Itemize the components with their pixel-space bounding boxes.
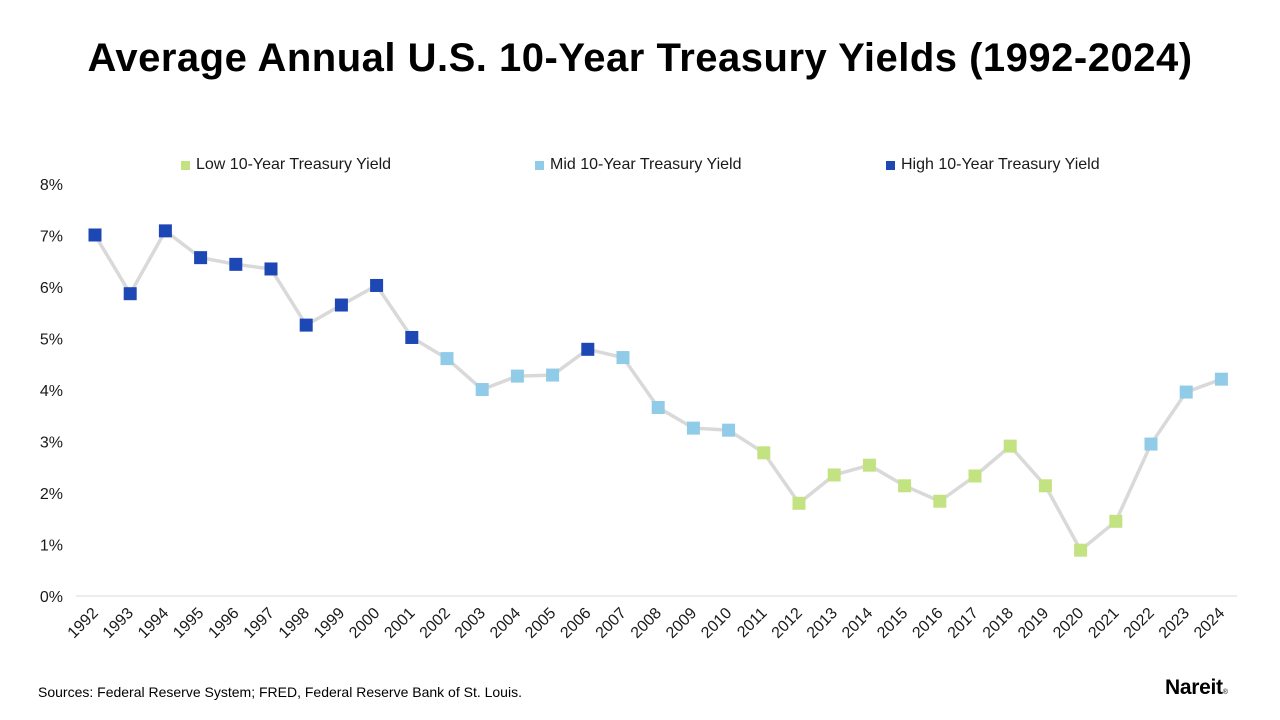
y-tick-label: 8% (40, 177, 63, 194)
data-point-2008 (651, 401, 665, 415)
x-tick-label: 2023 (1156, 605, 1193, 642)
legend-swatch-low (181, 160, 190, 170)
data-point-2013 (827, 468, 841, 482)
data-point-2014 (862, 458, 876, 472)
x-tick-label: 2008 (628, 605, 665, 642)
legend-label-low: Low 10-Year Treasury Yield (196, 156, 392, 173)
x-tick-label: 1993 (100, 605, 137, 642)
logo-registered-mark: ® (1222, 689, 1228, 696)
x-tick-label: 2011 (734, 605, 770, 641)
data-point-2005 (546, 368, 560, 382)
x-tick-label: 2010 (698, 605, 735, 642)
x-tick-label: 1998 (276, 605, 313, 642)
data-point-2003 (475, 382, 489, 396)
data-point-1993 (123, 287, 137, 301)
chart-legend: Low 10-Year Treasury Yield Mid 10-Year T… (0, 156, 1280, 178)
y-tick-label: 0% (40, 589, 63, 606)
x-tick-label: 2004 (487, 605, 524, 642)
data-point-2010 (722, 423, 736, 437)
x-tick-label: 2001 (381, 605, 418, 642)
x-tick-label: 1999 (311, 605, 348, 642)
x-tick-label: 2019 (1015, 605, 1052, 642)
data-point-2011 (757, 446, 771, 460)
x-tick-label: 2024 (1191, 605, 1228, 642)
x-tick-label: 1997 (241, 605, 278, 642)
x-tick-label: 2009 (663, 605, 700, 642)
x-tick-label: 2021 (1085, 605, 1122, 642)
x-tick-label: 1996 (205, 605, 242, 642)
nareit-logo: Nareit® (1165, 676, 1228, 700)
y-tick-label: 4% (40, 383, 63, 400)
y-tick-label: 2% (40, 486, 63, 503)
x-tick-label: 1992 (65, 605, 102, 642)
data-point-2023 (1179, 385, 1193, 399)
x-tick-label: 2003 (452, 605, 489, 642)
x-tick-label: 2005 (522, 605, 559, 642)
legend-swatch-high (886, 160, 895, 170)
legend-item-high: High 10-Year Treasury Yield (886, 156, 1100, 174)
x-tick-label: 2022 (1121, 605, 1158, 642)
x-tick-label: 2018 (980, 605, 1017, 642)
data-point-2018 (1003, 439, 1017, 453)
data-point-2012 (792, 496, 806, 510)
x-tick-label: 2016 (909, 605, 946, 642)
x-tick-label: 1995 (170, 605, 207, 642)
x-tick-label: 2015 (874, 605, 911, 642)
y-tick-label: 3% (40, 435, 63, 452)
data-point-2000 (370, 278, 384, 292)
y-tick-label: 6% (40, 280, 63, 297)
data-point-2021 (1109, 514, 1123, 528)
data-point-2007 (616, 351, 630, 365)
x-tick-label: 2013 (804, 605, 841, 642)
data-point-2009 (686, 421, 700, 435)
data-point-1995 (194, 251, 208, 265)
legend-label-mid: Mid 10-Year Treasury Yield (550, 156, 742, 173)
x-tick-label: 2006 (557, 605, 594, 642)
y-tick-label: 1% (40, 538, 63, 555)
logo-text: Nareit (1165, 676, 1223, 699)
x-tick-label: 2020 (1050, 605, 1087, 642)
data-point-2024 (1214, 372, 1228, 386)
source-note: Sources: Federal Reserve System; FRED, F… (38, 684, 522, 700)
data-point-2020 (1074, 543, 1088, 557)
data-point-2002 (440, 352, 454, 366)
x-tick-label: 1994 (135, 605, 172, 642)
x-tick-label: 2007 (593, 605, 630, 642)
x-tick-label: 2017 (945, 605, 982, 642)
chart-title: Average Annual U.S. 10-Year Treasury Yie… (87, 36, 1193, 80)
data-point-2001 (405, 330, 419, 344)
data-point-2016 (933, 494, 947, 508)
data-point-1997 (264, 262, 278, 276)
series-line (93, 229, 1223, 552)
x-tick-label: 2014 (839, 605, 876, 642)
legend-swatch-mid (535, 160, 544, 170)
x-tick-label: 2000 (346, 605, 383, 642)
data-point-2006 (581, 342, 595, 356)
data-point-2019 (1038, 479, 1052, 493)
y-tick-label: 5% (40, 332, 63, 349)
data-point-2017 (968, 469, 982, 483)
y-tick-label: 7% (40, 229, 63, 246)
x-tick-label: 2012 (769, 605, 806, 642)
data-point-1992 (88, 228, 102, 242)
data-point-1996 (229, 257, 243, 271)
data-point-1998 (299, 318, 313, 332)
data-point-1994 (158, 224, 172, 238)
data-point-1999 (334, 298, 348, 312)
legend-item-mid: Mid 10-Year Treasury Yield (535, 156, 742, 174)
x-tick-label: 2002 (417, 605, 454, 642)
legend-label-high: High 10-Year Treasury Yield (901, 156, 1100, 173)
data-point-2015 (898, 479, 912, 493)
data-point-2004 (510, 369, 524, 383)
legend-item-low: Low 10-Year Treasury Yield (181, 156, 391, 174)
data-point-2022 (1144, 437, 1158, 451)
